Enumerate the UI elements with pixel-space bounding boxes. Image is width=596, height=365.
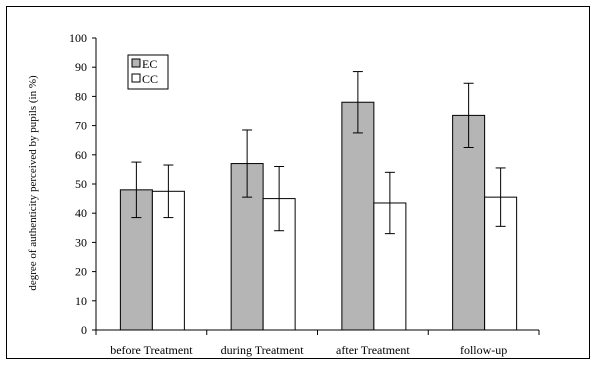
- legend-swatch-ec: [131, 58, 141, 68]
- legend-label-ec: EC: [142, 57, 157, 71]
- y-tick-label: 20: [75, 265, 87, 279]
- y-tick-label: 0: [81, 323, 87, 337]
- y-tick-label: 80: [75, 89, 87, 103]
- legend-swatch-cc: [131, 73, 141, 83]
- x-tick-label: after Treatment: [336, 343, 410, 357]
- x-tick-label: follow-up: [460, 343, 507, 357]
- y-tick-label: 70: [75, 119, 87, 133]
- chart-frame: [6, 6, 590, 359]
- plot-area: 0 10 20 30 40 50 60 70 80 90 100 before Treatment du…: [69, 31, 540, 357]
- bar-ec: [341, 101, 375, 331]
- x-tick-label: before Treatment: [110, 343, 193, 357]
- y-tick-label: 60: [75, 148, 87, 162]
- x-tick-label: during Treatment: [221, 343, 305, 357]
- y-tick-label: 90: [75, 60, 87, 74]
- y-tick-label: 50: [75, 177, 87, 191]
- y-tick-label: 40: [75, 206, 87, 220]
- y-axis-label: degree of authenticity perceived by pupi…: [27, 75, 39, 291]
- y-tick-label: 10: [75, 294, 87, 308]
- y-tick-label: 100: [69, 31, 87, 45]
- y-tick-label: 30: [75, 235, 87, 249]
- legend-label-cc: CC: [142, 72, 158, 86]
